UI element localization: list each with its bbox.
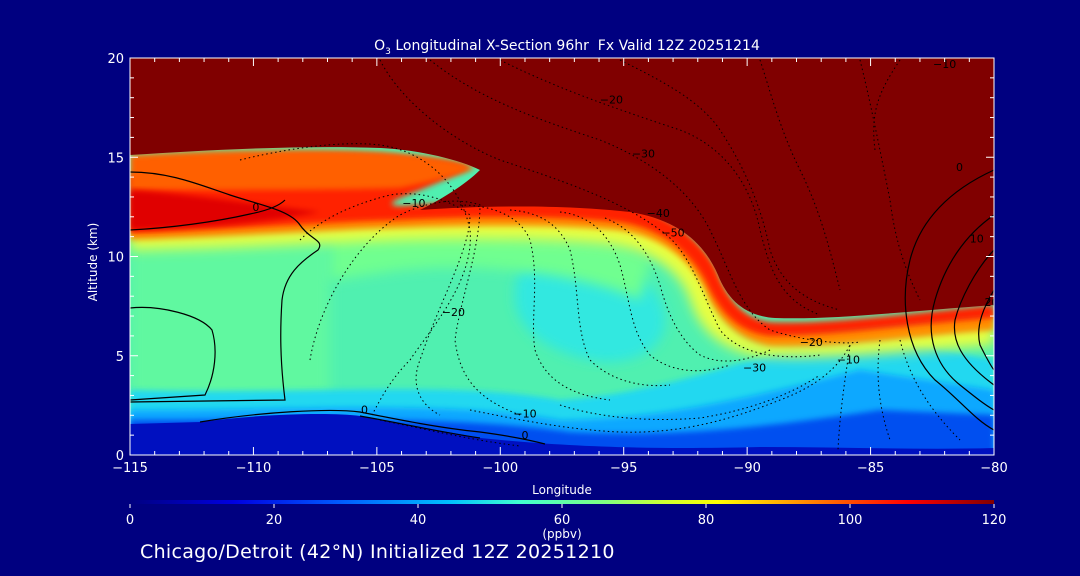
contour-label: −10: [837, 354, 860, 367]
y-tick-label: 5: [116, 350, 124, 365]
contour-solid-east-3: [953, 249, 994, 386]
contour-label: −10: [933, 58, 956, 71]
y-axis: 0 5 10 15 20: [107, 52, 994, 464]
red-belt: [130, 153, 994, 336]
contour-label: −10: [513, 407, 536, 420]
title-species: O: [374, 38, 385, 54]
contour-solid-west: [130, 171, 321, 403]
x-axis: −115 −110 −105 −100 −95 −90 −85 −80: [112, 58, 1008, 476]
colorbar-tick-label: 60: [554, 513, 571, 528]
x-tick-label: −100: [482, 461, 518, 476]
stratosphere: [130, 58, 994, 319]
x-tick-label: −110: [236, 461, 272, 476]
contour-dot-4: [459, 204, 611, 401]
contour-label: 20: [985, 296, 999, 309]
contour-solid-west-box: [130, 306, 216, 401]
x-tick-label: −90: [733, 461, 760, 476]
x-axis-label: Longitude: [532, 483, 592, 497]
contour-label: −30: [743, 362, 766, 375]
contour-label: 0: [956, 161, 963, 174]
contour-dot-11: [619, 59, 841, 311]
y-tick-label: 0: [116, 449, 124, 464]
contour-lines: [130, 59, 994, 451]
contour-label: 0: [252, 201, 259, 214]
colorbar-ticks: 0 20 40 60 80 100 120: [126, 504, 1007, 528]
x-tick-label: −95: [610, 461, 637, 476]
x-tick-label: −115: [112, 461, 148, 476]
contour-solid-east-1: [904, 169, 994, 431]
contour-dot-3: [309, 200, 521, 416]
y-tick-label: 15: [107, 151, 124, 166]
green-patch-west: [130, 235, 330, 400]
colorbar-tick-label: 80: [698, 513, 715, 528]
ozone-field: [130, 58, 994, 455]
contour-dot-18: [877, 339, 891, 441]
title-rest: Longitudinal X-Section 96hr Fx Valid 12Z…: [391, 38, 760, 54]
contour-label: 10: [970, 233, 984, 246]
contour-dot-15: [469, 344, 851, 433]
contour-label-group: 0 0 0 −10 −10 −10 −20 −20 −30 −30 −40 −50 −20 −10 0 10 2…: [252, 58, 999, 442]
contour-dot-7: [604, 217, 771, 362]
contour-dot-14: [873, 59, 901, 151]
orange-band: [130, 206, 994, 347]
red-strip-west: [130, 190, 320, 230]
contour-label: 0: [361, 403, 368, 416]
contour-dot-8: [379, 59, 821, 358]
contour-label: −20: [442, 306, 465, 319]
contour-dot-10: [499, 59, 821, 316]
orange-tongue: [130, 149, 475, 190]
darkblue-surface: [130, 414, 994, 455]
colorbar-tick-label: 40: [410, 513, 427, 528]
contour-dot-20: [379, 419, 521, 447]
x-tick-label: −85: [857, 461, 884, 476]
contour-solid-east-2: [930, 214, 994, 411]
colorbar-tick-label: 20: [266, 513, 283, 528]
y-tick-label: 10: [107, 251, 124, 266]
footer-caption: Chicago/Detroit (42°N) Initialized 12Z 2…: [140, 541, 615, 563]
contour-dot-13: [859, 59, 921, 301]
contour-dot-19: [899, 339, 961, 441]
contour-label: −20: [600, 94, 623, 107]
contour-solid-surface-2: [359, 415, 481, 439]
colorbar-tick-label: 0: [126, 513, 134, 528]
contour-label: −10: [402, 197, 425, 210]
contour-label: −30: [632, 147, 655, 160]
contour-solid-west-inner: [130, 199, 286, 231]
x-tick-label: −80: [980, 461, 1007, 476]
colorbar-tick-label: 100: [838, 513, 863, 528]
contour-dot-12: [759, 59, 841, 291]
y-axis-label: Altitude (km): [86, 223, 100, 302]
contour-label: −40: [647, 207, 670, 220]
contour-dot-6: [559, 211, 731, 372]
contour-dot-16: [559, 374, 821, 420]
chart-title: O3 Longitudinal X-Section 96hr Fx Valid …: [374, 38, 760, 57]
colorbar-tick-label: 120: [982, 513, 1007, 528]
colorbar-unit: (ppbv): [542, 527, 581, 541]
y-tick-label: 20: [107, 52, 124, 67]
contour-label: 0: [521, 429, 528, 442]
contour-label: −20: [800, 336, 823, 349]
x-tick-label: −105: [359, 461, 395, 476]
title-subscript: 3: [385, 47, 391, 57]
lightgreen-band: [330, 228, 650, 300]
colorbar: [130, 500, 994, 504]
contour-dot-5: [509, 209, 671, 387]
contour-solid-surface: [199, 409, 546, 445]
contour-label: −50: [661, 227, 684, 240]
contour-solid-east-4: [978, 289, 994, 371]
